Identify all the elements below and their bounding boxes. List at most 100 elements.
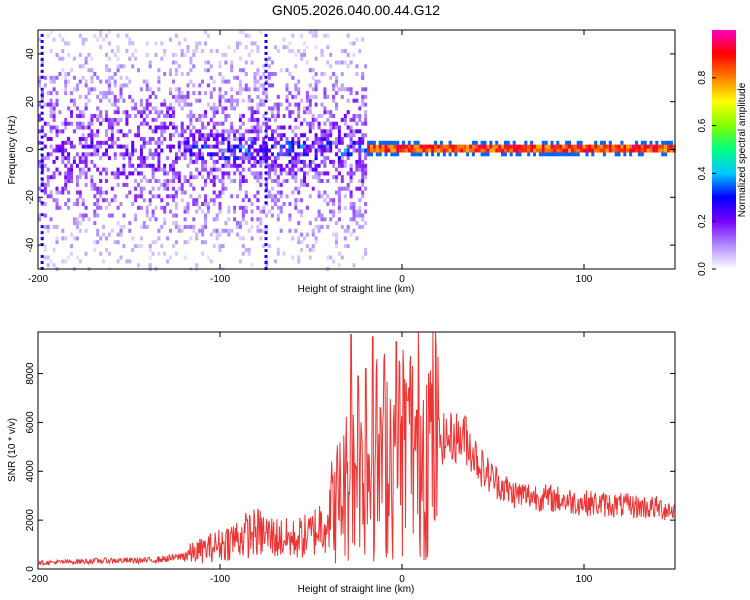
spectrogram-cell <box>177 41 181 46</box>
spectrogram-cell <box>110 102 114 107</box>
spectrogram-cell <box>134 194 138 199</box>
spectrogram-cell <box>314 102 318 107</box>
spectrogram-cell <box>75 121 79 126</box>
spectrogram-cell <box>163 114 167 118</box>
spectrogram-cell <box>238 137 242 141</box>
spectrogram-cell <box>40 179 44 183</box>
spectrogram-cell <box>264 129 268 133</box>
spectrogram-cell <box>212 163 216 168</box>
spectrogram-cell <box>186 114 190 118</box>
spectrogram-cell <box>183 144 187 149</box>
spectrogram-cell <box>233 129 237 134</box>
spectrogram-cell <box>38 83 41 88</box>
spectrogram-cell <box>294 186 298 191</box>
spectrogram-cell <box>664 152 668 157</box>
spectrogram-cell <box>285 98 289 103</box>
spectrogram-cell <box>241 68 245 73</box>
spectrogram-cell <box>672 148 676 153</box>
spectrogram-cell <box>297 114 301 118</box>
spectrogram-cell <box>139 121 143 126</box>
spectrogram-cell <box>308 29 312 34</box>
spectrogram-cell <box>238 79 242 84</box>
spectrogram-cell <box>113 83 117 88</box>
spectrogram-cell <box>253 163 257 168</box>
spectrogram-cell <box>326 224 330 229</box>
spectrogram-cell <box>139 102 143 107</box>
spectrogram-cell <box>224 106 228 111</box>
spectrogram-cell <box>244 190 248 195</box>
spectrogram-cell <box>262 137 266 141</box>
spectrogram-cell <box>218 194 222 199</box>
spectrogram-cell <box>291 171 295 176</box>
spectrogram-cell <box>139 148 143 153</box>
y-tick-label: 8000 <box>25 362 36 385</box>
spectrogram-cell <box>303 41 306 46</box>
spectrogram-cell <box>335 175 338 180</box>
spectrogram-cell <box>300 240 304 245</box>
spectrogram-cell <box>489 148 493 153</box>
spectrogram-cell <box>346 152 350 157</box>
spectrogram-cell <box>352 228 356 233</box>
spectrogram-cell <box>72 156 76 161</box>
spectrogram-cell <box>40 153 44 157</box>
spectrogram-cell <box>276 217 280 222</box>
spectrogram-cell <box>669 144 673 149</box>
spectrogram-cell <box>326 156 330 161</box>
spectrogram-cell <box>189 56 193 61</box>
spectrogram-cell <box>70 110 73 115</box>
spectrogram-cell <box>271 167 274 172</box>
spectrogram-cell <box>157 228 161 233</box>
spectrogram-cell <box>436 144 440 149</box>
spectrogram-cell <box>38 37 41 42</box>
spectrogram-cell <box>163 125 167 130</box>
spectrogram-cell <box>404 144 408 149</box>
spectrogram-cell <box>87 125 91 130</box>
spectrogram-cell <box>192 224 196 229</box>
spectrogram-cell <box>661 152 665 157</box>
spectrogram-cell <box>75 125 79 130</box>
spectrogram-cell <box>195 41 199 46</box>
spectrogram-cell <box>40 75 44 79</box>
spectrogram-cell <box>320 217 324 222</box>
spectrogram-cell <box>337 263 341 268</box>
spectrogram-cell <box>329 148 333 153</box>
spectrogram-cell <box>84 182 88 187</box>
spectrogram-cell <box>326 117 330 122</box>
spectrogram-cell <box>364 247 368 252</box>
spectrogram-cell <box>96 186 100 191</box>
spectrogram-cell <box>264 57 268 61</box>
spectrogram-cell <box>431 144 435 149</box>
spectrogram-cell <box>329 159 333 164</box>
spectrogram-cell <box>349 125 353 130</box>
spectrogram-cell <box>183 94 187 99</box>
spectrogram-cell <box>212 87 216 92</box>
spectrogram-cell <box>113 194 117 199</box>
spectrogram-cell <box>169 209 172 214</box>
spectrogram-cell <box>137 133 140 138</box>
spectrogram-cell <box>52 87 56 92</box>
spectrogram-cell <box>67 137 71 141</box>
spectrogram-cell <box>195 232 199 237</box>
spectrogram-cell <box>183 217 187 222</box>
spectrogram-cell <box>250 125 254 130</box>
spectrogram-cell <box>67 171 71 176</box>
spectrogram-cell <box>154 148 158 153</box>
spectrogram-cell <box>314 56 318 61</box>
spectrogram-cell <box>215 175 219 180</box>
spectrogram-cell <box>323 133 327 138</box>
spectrogram-cell <box>70 179 73 183</box>
spectrogram-cell <box>212 198 216 203</box>
spectrogram-cell <box>611 144 615 149</box>
spectrogram-cell <box>52 106 56 111</box>
spectrogram-cell <box>206 33 210 38</box>
spectrogram-cell <box>635 140 638 145</box>
spectrogram-cell <box>436 152 440 157</box>
spectrogram-cell <box>221 186 225 191</box>
spectrogram-cell <box>67 179 71 183</box>
spectrogram-cell <box>119 94 123 99</box>
spectrogram-cell <box>81 75 85 80</box>
spectrogram-cell <box>332 175 336 180</box>
spectrogram-cell <box>664 144 668 149</box>
spectrogram-cell <box>643 144 647 149</box>
spectrogram-cell <box>314 72 318 76</box>
